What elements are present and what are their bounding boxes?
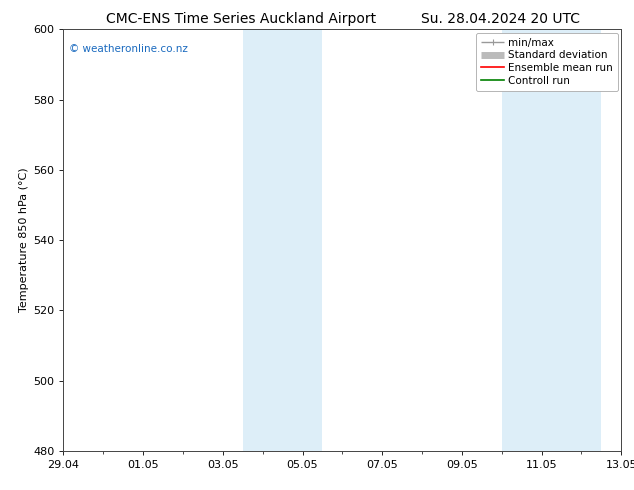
Bar bbox=[501, 29, 602, 451]
Bar bbox=[243, 29, 323, 451]
Text: Su. 28.04.2024 20 UTC: Su. 28.04.2024 20 UTC bbox=[422, 12, 580, 26]
Legend: min/max, Standard deviation, Ensemble mean run, Controll run: min/max, Standard deviation, Ensemble me… bbox=[476, 32, 618, 91]
Text: © weatheronline.co.nz: © weatheronline.co.nz bbox=[69, 44, 188, 54]
Y-axis label: Temperature 850 hPa (°C): Temperature 850 hPa (°C) bbox=[19, 168, 29, 313]
Text: CMC-ENS Time Series Auckland Airport: CMC-ENS Time Series Auckland Airport bbox=[106, 12, 376, 26]
